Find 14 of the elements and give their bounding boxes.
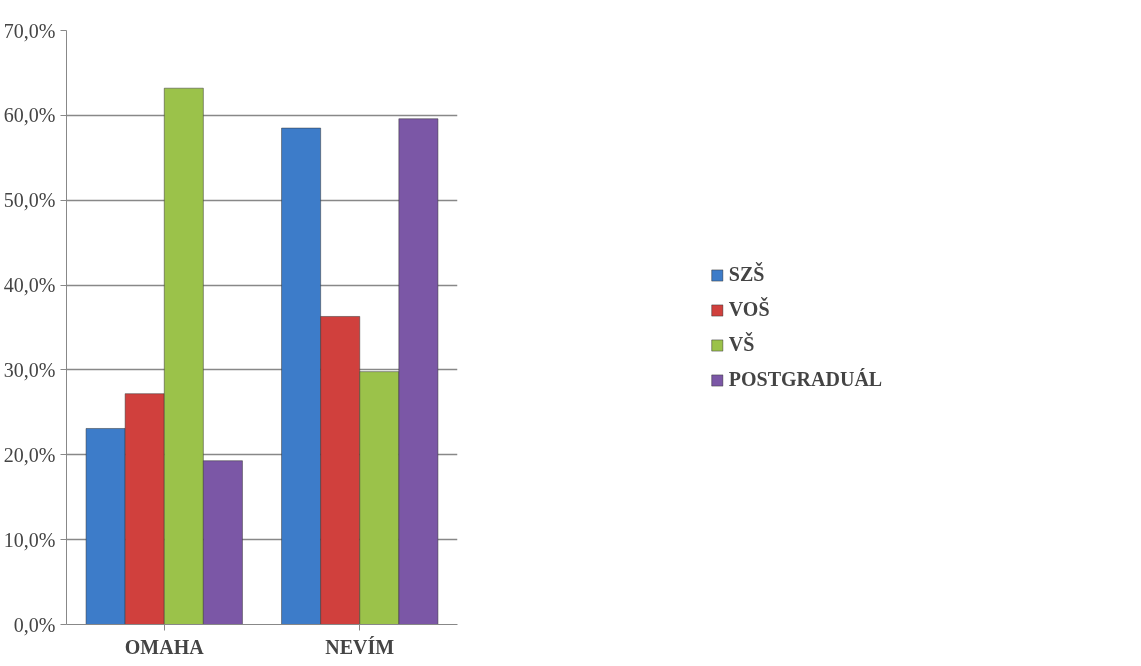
legend-label: SZŠ bbox=[728, 263, 765, 286]
legend-label: VŠ bbox=[728, 333, 755, 356]
y-tick-label: 10,0% bbox=[3, 528, 56, 551]
legend-label: POSTGRADUÁL bbox=[728, 368, 883, 391]
y-tick-label: 60,0% bbox=[3, 104, 56, 127]
y-tick-label: 30,0% bbox=[3, 358, 56, 381]
x-tick-label: NEVÍM bbox=[325, 635, 395, 658]
y-tick-label: 40,0% bbox=[3, 274, 56, 297]
legend-label: VOŠ bbox=[728, 298, 770, 321]
x-tick-label: OMAHA bbox=[124, 635, 205, 658]
y-tick-label: 70,0% bbox=[3, 19, 56, 42]
y-tick-label: 20,0% bbox=[3, 443, 56, 466]
y-tick-label: 50,0% bbox=[3, 189, 56, 212]
y-tick-label: 0,0% bbox=[13, 613, 56, 636]
